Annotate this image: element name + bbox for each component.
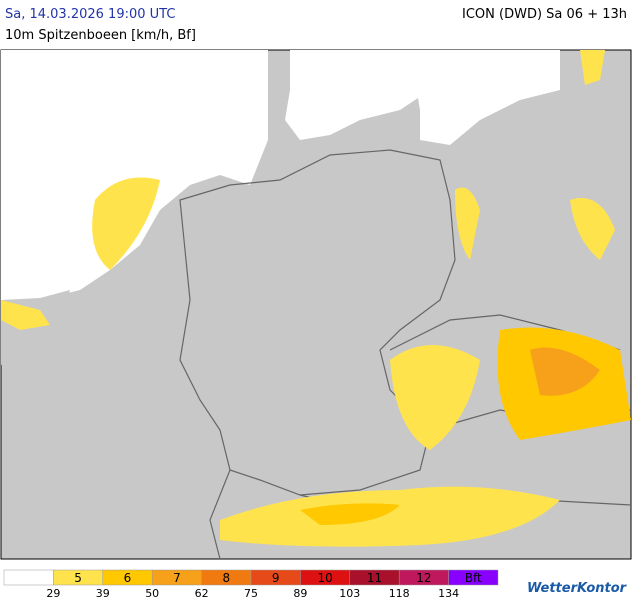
threshold-label: 75 bbox=[244, 587, 258, 600]
legend-label: Bft bbox=[465, 571, 482, 585]
legend-swatch bbox=[3, 569, 54, 586]
legend-swatch bbox=[448, 569, 499, 586]
model-run: ICON (DWD) Sa 06 + 13h bbox=[462, 7, 627, 22]
gust-areas bbox=[1, 50, 631, 547]
datetime: Sa, 14.03.2026 19:00 UTC bbox=[5, 7, 176, 22]
subtitle: 10m Spitzenboeen [km/h, Bf] bbox=[5, 28, 196, 43]
legend-label: 7 bbox=[173, 571, 181, 585]
legend-label: 10 bbox=[317, 571, 332, 585]
legend-label: 5 bbox=[74, 571, 82, 585]
legend-label: 12 bbox=[416, 571, 431, 585]
brand: WetterKontor bbox=[527, 581, 628, 596]
baltic-east bbox=[410, 50, 560, 145]
threshold-label: 89 bbox=[293, 587, 307, 600]
threshold-label: 39 bbox=[96, 587, 110, 600]
baltic-west bbox=[285, 50, 440, 140]
legend-label: 9 bbox=[272, 571, 280, 585]
threshold-label: 118 bbox=[389, 587, 410, 600]
legend-label: 11 bbox=[367, 571, 382, 585]
threshold-label: 62 bbox=[195, 587, 209, 600]
legend-label: 6 bbox=[124, 571, 132, 585]
threshold-label: 50 bbox=[145, 587, 159, 600]
threshold-label: 103 bbox=[339, 587, 360, 600]
legend-label: 8 bbox=[222, 571, 230, 585]
north-sea bbox=[1, 50, 268, 300]
threshold-label: 134 bbox=[438, 587, 459, 600]
threshold-label: 29 bbox=[46, 587, 60, 600]
